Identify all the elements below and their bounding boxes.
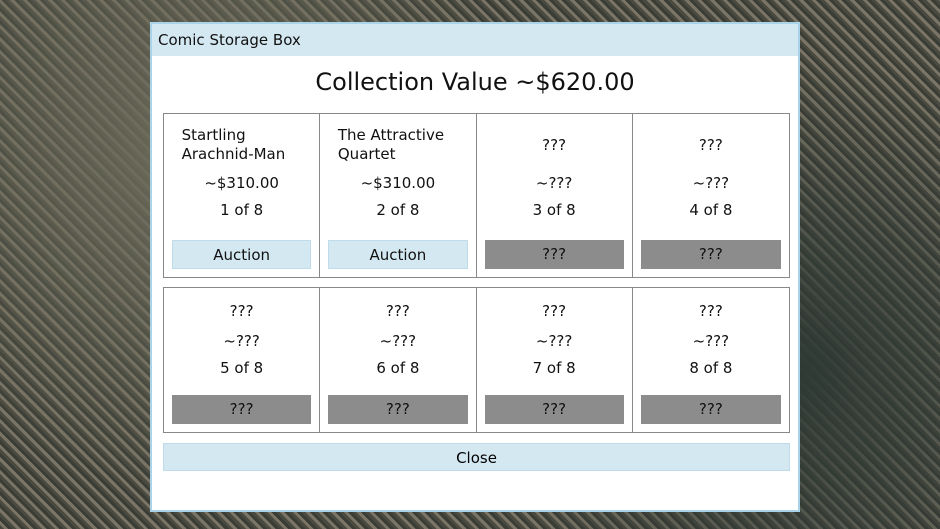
comic-name: ??? [229,301,254,320]
comic-slot: ??? ~??? 3 of 8 ??? [477,114,633,277]
comic-count: 7 of 8 [532,359,576,377]
comic-price: ~??? [535,174,573,192]
comic-price: ~??? [223,332,260,350]
comic-price: ~??? [379,332,417,350]
comic-price: ~??? [692,174,730,192]
auction-button[interactable]: Auction [172,240,312,269]
comic-name: ??? [385,301,410,320]
locked-button: ??? [484,240,624,269]
comic-price: ~$310.00 [360,174,436,192]
close-button[interactable]: Close [163,443,790,471]
comic-slot: Startling Arachnid-Man ~$310.00 1 of 8 A… [164,114,321,277]
locked-button: ??? [640,240,781,269]
locked-button: ??? [484,395,624,424]
comic-storage-dialog: Comic Storage Box Collection Value ~$620… [150,22,800,512]
comic-count: 8 of 8 [689,359,733,377]
comic-count: 6 of 8 [376,359,420,377]
comic-count: 1 of 8 [220,201,264,219]
comic-name: Startling Arachnid-Man [181,126,286,163]
comic-name: The Attractive Quartet [337,126,445,163]
locked-button: ??? [172,395,312,424]
comic-name: ??? [542,135,567,154]
locked-button: ??? [328,395,468,424]
comic-row-2: ??? ~??? 5 of 8 ?????? ~??? 6 of 8 ?????… [163,287,790,433]
comic-price: ~??? [692,332,730,350]
collection-value: Collection Value ~$620.00 [315,68,635,96]
locked-button: ??? [640,395,781,424]
comic-slot: ??? ~??? 7 of 8 ??? [477,288,633,432]
comic-count: 5 of 8 [220,359,264,377]
comic-name: ??? [698,135,723,154]
comic-name: ??? [542,301,567,320]
comic-price: ~$310.00 [204,174,279,192]
comic-slot: ??? ~??? 5 of 8 ??? [164,288,321,432]
dialog-title: Comic Storage Box [152,24,798,56]
comic-slot: The Attractive Quartet ~$310.00 2 of 8 A… [320,114,477,277]
comic-row-1: Startling Arachnid-Man ~$310.00 1 of 8 A… [163,113,790,278]
comic-slot: ??? ~??? 6 of 8 ??? [320,288,477,432]
comic-price: ~??? [535,332,573,350]
comic-name: ??? [698,301,723,320]
comic-slot: ??? ~??? 4 of 8 ??? [633,114,789,277]
auction-button[interactable]: Auction [328,240,468,269]
comic-slot: ??? ~??? 8 of 8 ??? [633,288,789,432]
comic-count: 3 of 8 [532,201,576,219]
comic-count: 2 of 8 [376,201,420,219]
comic-count: 4 of 8 [689,201,733,219]
